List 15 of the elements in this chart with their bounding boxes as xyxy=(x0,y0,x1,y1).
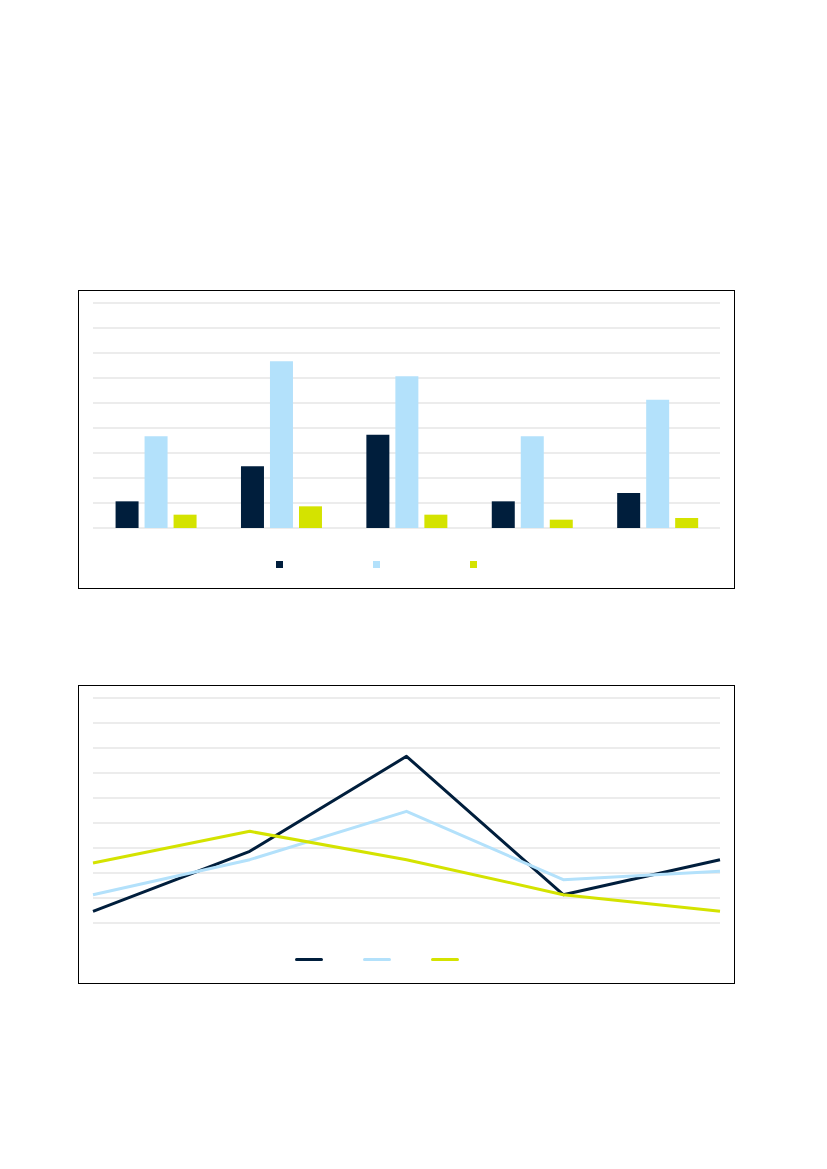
bar xyxy=(269,361,293,528)
bar xyxy=(366,434,390,528)
bar xyxy=(173,514,197,528)
bar xyxy=(298,506,322,528)
bar xyxy=(491,501,515,528)
bar xyxy=(549,519,573,528)
bar xyxy=(617,493,641,528)
bar xyxy=(240,466,264,528)
bar xyxy=(424,514,448,528)
bar xyxy=(115,501,139,528)
bar xyxy=(675,518,699,528)
bar xyxy=(520,436,544,528)
bar xyxy=(144,436,168,528)
bar xyxy=(395,376,419,528)
bar xyxy=(646,399,670,528)
